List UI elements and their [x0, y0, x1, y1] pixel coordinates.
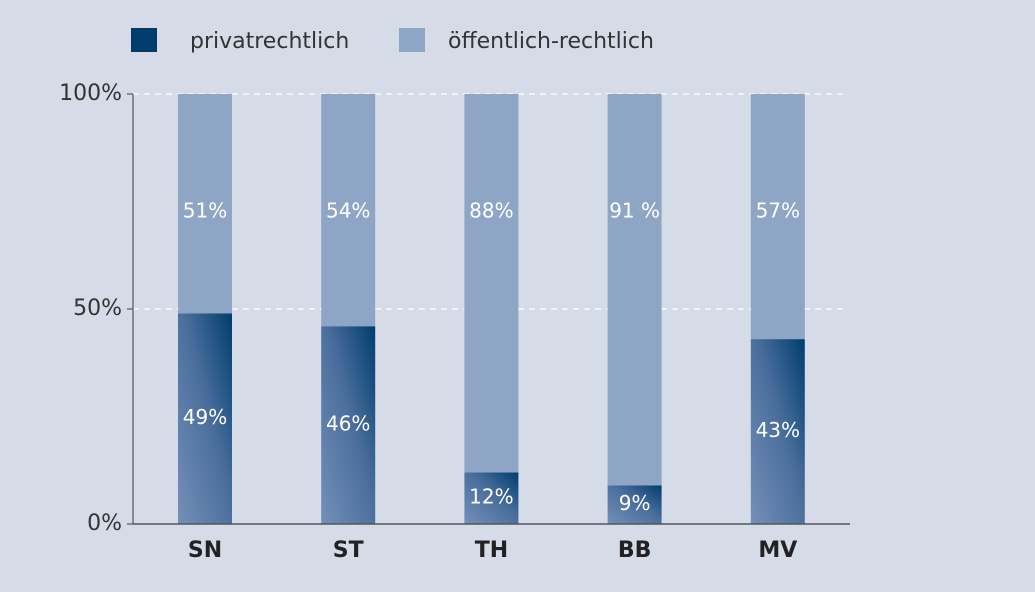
bar-segment: [321, 94, 376, 327]
value-label: 49%: [183, 405, 227, 429]
bar-segment: [464, 472, 519, 524]
y-tick-label: 0%: [87, 511, 122, 536]
y-tick-label: 50%: [73, 296, 122, 321]
value-label: 46%: [326, 412, 370, 436]
bar-segment: [178, 313, 232, 524]
value-label: 54%: [326, 199, 370, 223]
y-tick-label: 100%: [59, 81, 122, 106]
x-tick-label: MV: [758, 538, 797, 563]
bar-segment: [750, 339, 805, 524]
value-label: 88%: [469, 199, 513, 223]
value-label: 91 %: [609, 199, 660, 223]
legend-swatch: [399, 28, 425, 52]
legend-label: öffentlich-rechtlich: [448, 29, 654, 54]
legend-label: privatrechtlich: [190, 29, 349, 54]
x-tick-label: ST: [333, 538, 364, 563]
bar-segment: [750, 94, 805, 340]
value-label: 43%: [756, 418, 800, 442]
value-label: 51%: [183, 199, 227, 223]
bar-segment: [607, 94, 662, 486]
bar-segment: [607, 485, 662, 524]
x-tick-label: BB: [618, 538, 652, 563]
value-label: 57%: [756, 199, 800, 223]
x-tick-label: TH: [475, 538, 508, 563]
value-label: 9%: [619, 491, 651, 515]
bar-segment: [178, 94, 232, 314]
bar-segment: [464, 94, 519, 473]
bar-segment: [321, 326, 376, 524]
legend-swatch: [131, 28, 157, 52]
x-tick-label: SN: [188, 538, 222, 563]
value-label: 12%: [469, 485, 513, 509]
